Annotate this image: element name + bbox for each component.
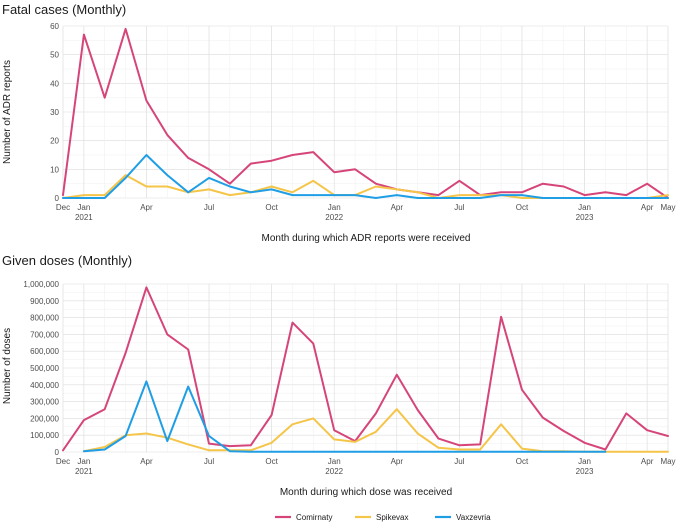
x-tick-year-label: 2021 (75, 467, 93, 476)
legend-label-comirnaty: Comirnaty (296, 513, 332, 522)
x-tick-label: Apr (641, 203, 654, 212)
legend-item-vaxzevria: Vaxzevria (435, 513, 491, 522)
x-tick-label: Jan (328, 457, 341, 466)
x-tick-label: Jan (77, 457, 90, 466)
legend: Comirnaty Spikevax Vaxzevria (275, 513, 491, 522)
y-tick-label: 800,000 (30, 314, 59, 323)
fatal-cases-series (62, 27, 669, 199)
y-tick-label: 100,000 (30, 431, 59, 440)
y-tick-label: 0 (55, 448, 60, 457)
given-doses-y-ticks: 0 100,000 200,000 300,000 400,000 500,000 600,… (23, 280, 59, 457)
y-tick-label: 200,000 (30, 414, 59, 423)
x-tick-label: May (660, 457, 675, 466)
x-tick-label: Jul (454, 457, 464, 466)
x-tick-label: Jan (578, 457, 591, 466)
series-line-spikevax (62, 174, 669, 199)
fatal-cases-y-ticks: 0 10 20 30 40 50 60 (50, 22, 59, 203)
x-tick-year-label: 2023 (576, 213, 594, 222)
x-tick-label: Jan (77, 203, 90, 212)
fatal-cases-panel: Fatal cases (Monthly) 0 10 20 30 40 50 60 Dec J… (2, 2, 676, 244)
x-tick-label: Apr (641, 457, 654, 466)
given-doses-x-axis-label: Month during which dose was received (280, 487, 452, 498)
y-tick-label: 1,000,000 (23, 280, 59, 289)
y-tick-label: 20 (50, 137, 59, 146)
series-line-vaxzevria (82, 380, 607, 453)
x-tick-year-label: 2022 (325, 467, 343, 476)
y-tick-label: 600,000 (30, 347, 59, 356)
x-tick-label: Apr (140, 203, 153, 212)
legend-item-comirnaty: Comirnaty (275, 513, 332, 522)
x-tick-year-label: 2023 (576, 467, 594, 476)
x-tick-label: May (660, 203, 675, 212)
x-tick-label: Jul (454, 203, 464, 212)
series-line-vaxzevria (62, 154, 669, 199)
x-tick-label: Apr (391, 457, 404, 466)
x-tick-year-label: 2021 (75, 213, 93, 222)
legend-label-vaxzevria: Vaxzevria (456, 513, 491, 522)
x-tick-label: Apr (391, 203, 404, 212)
series-line-comirnaty (62, 27, 669, 199)
given-doses-y-axis-label: Number of doses (2, 328, 13, 404)
fatal-cases-title: Fatal cases (Monthly) (2, 2, 126, 17)
given-doses-panel: Given doses (Monthly) 0 100,000 200,000 300… (2, 253, 676, 498)
x-tick-label: Oct (516, 457, 529, 466)
y-tick-label: 60 (50, 22, 59, 31)
y-tick-label: 30 (50, 108, 59, 117)
given-doses-series (62, 286, 669, 453)
x-tick-label: Oct (265, 203, 278, 212)
x-tick-year-label: 2022 (325, 213, 343, 222)
x-tick-label: Jul (204, 457, 214, 466)
x-tick-label: Jan (328, 203, 341, 212)
y-tick-label: 10 (50, 165, 59, 174)
given-doses-title: Given doses (Monthly) (2, 253, 132, 268)
fatal-cases-x-axis-label: Month during which ADR reports were rece… (262, 233, 471, 244)
y-tick-label: 900,000 (30, 297, 59, 306)
fatal-cases-y-axis-label: Number of ADR reports (2, 60, 13, 164)
legend-item-spikevax: Spikevax (355, 513, 408, 522)
y-tick-label: 40 (50, 79, 59, 88)
x-tick-label: Oct (265, 457, 278, 466)
y-tick-label: 500,000 (30, 364, 59, 373)
x-tick-label: Jul (204, 203, 214, 212)
x-tick-label: Dec (56, 457, 70, 466)
y-tick-label: 300,000 (30, 398, 59, 407)
series-line-comirnaty (62, 286, 669, 452)
y-tick-label: 700,000 (30, 330, 59, 339)
legend-label-spikevax: Spikevax (376, 513, 408, 522)
x-tick-label: Oct (516, 203, 529, 212)
y-tick-label: 400,000 (30, 381, 59, 390)
y-tick-label: 50 (50, 51, 59, 60)
given-doses-gridlines (62, 283, 669, 453)
x-tick-label: Dec (56, 203, 70, 212)
x-tick-label: Apr (140, 457, 153, 466)
x-tick-label: Jan (578, 203, 591, 212)
y-tick-label: 0 (55, 194, 60, 203)
